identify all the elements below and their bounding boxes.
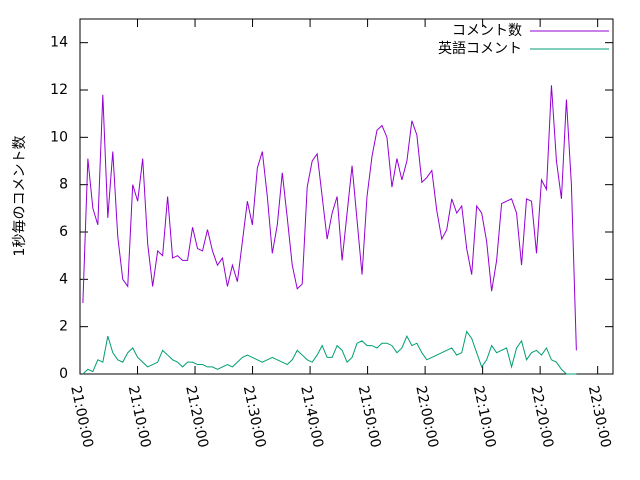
plot-border [79, 18, 614, 375]
y-tick-label: 2 [59, 319, 68, 335]
x-tick-label: 21:50:00 [355, 384, 384, 449]
x-tick-label: 22:20:00 [527, 384, 556, 449]
y-tick-label: 6 [59, 224, 68, 240]
legend-label: コメント数 [452, 23, 522, 39]
x-tick-label: 21:30:00 [240, 384, 269, 449]
y-tick-label: 0 [59, 366, 68, 382]
y-tick-label: 10 [50, 129, 68, 145]
x-tick-label: 22:10:00 [470, 384, 499, 449]
x-tick-label: 21:00:00 [67, 384, 96, 449]
legend-label: 英語コメント [438, 40, 522, 57]
x-tick-label: 21:20:00 [182, 384, 211, 449]
y-axis-label: 1秒毎のコメント数 [12, 136, 28, 257]
x-tick-label: 22:00:00 [412, 384, 441, 449]
y-tick-label: 14 [50, 35, 68, 51]
x-tick-label: 21:10:00 [125, 384, 154, 449]
y-tick-label: 4 [59, 271, 68, 287]
series-line [82, 330, 577, 375]
y-tick-label: 8 [59, 177, 68, 193]
x-tick-label: 21:40:00 [297, 384, 326, 449]
y-tick-label: 12 [50, 82, 68, 98]
x-tick-label: 22:30:00 [585, 384, 614, 449]
series-line [82, 85, 577, 351]
